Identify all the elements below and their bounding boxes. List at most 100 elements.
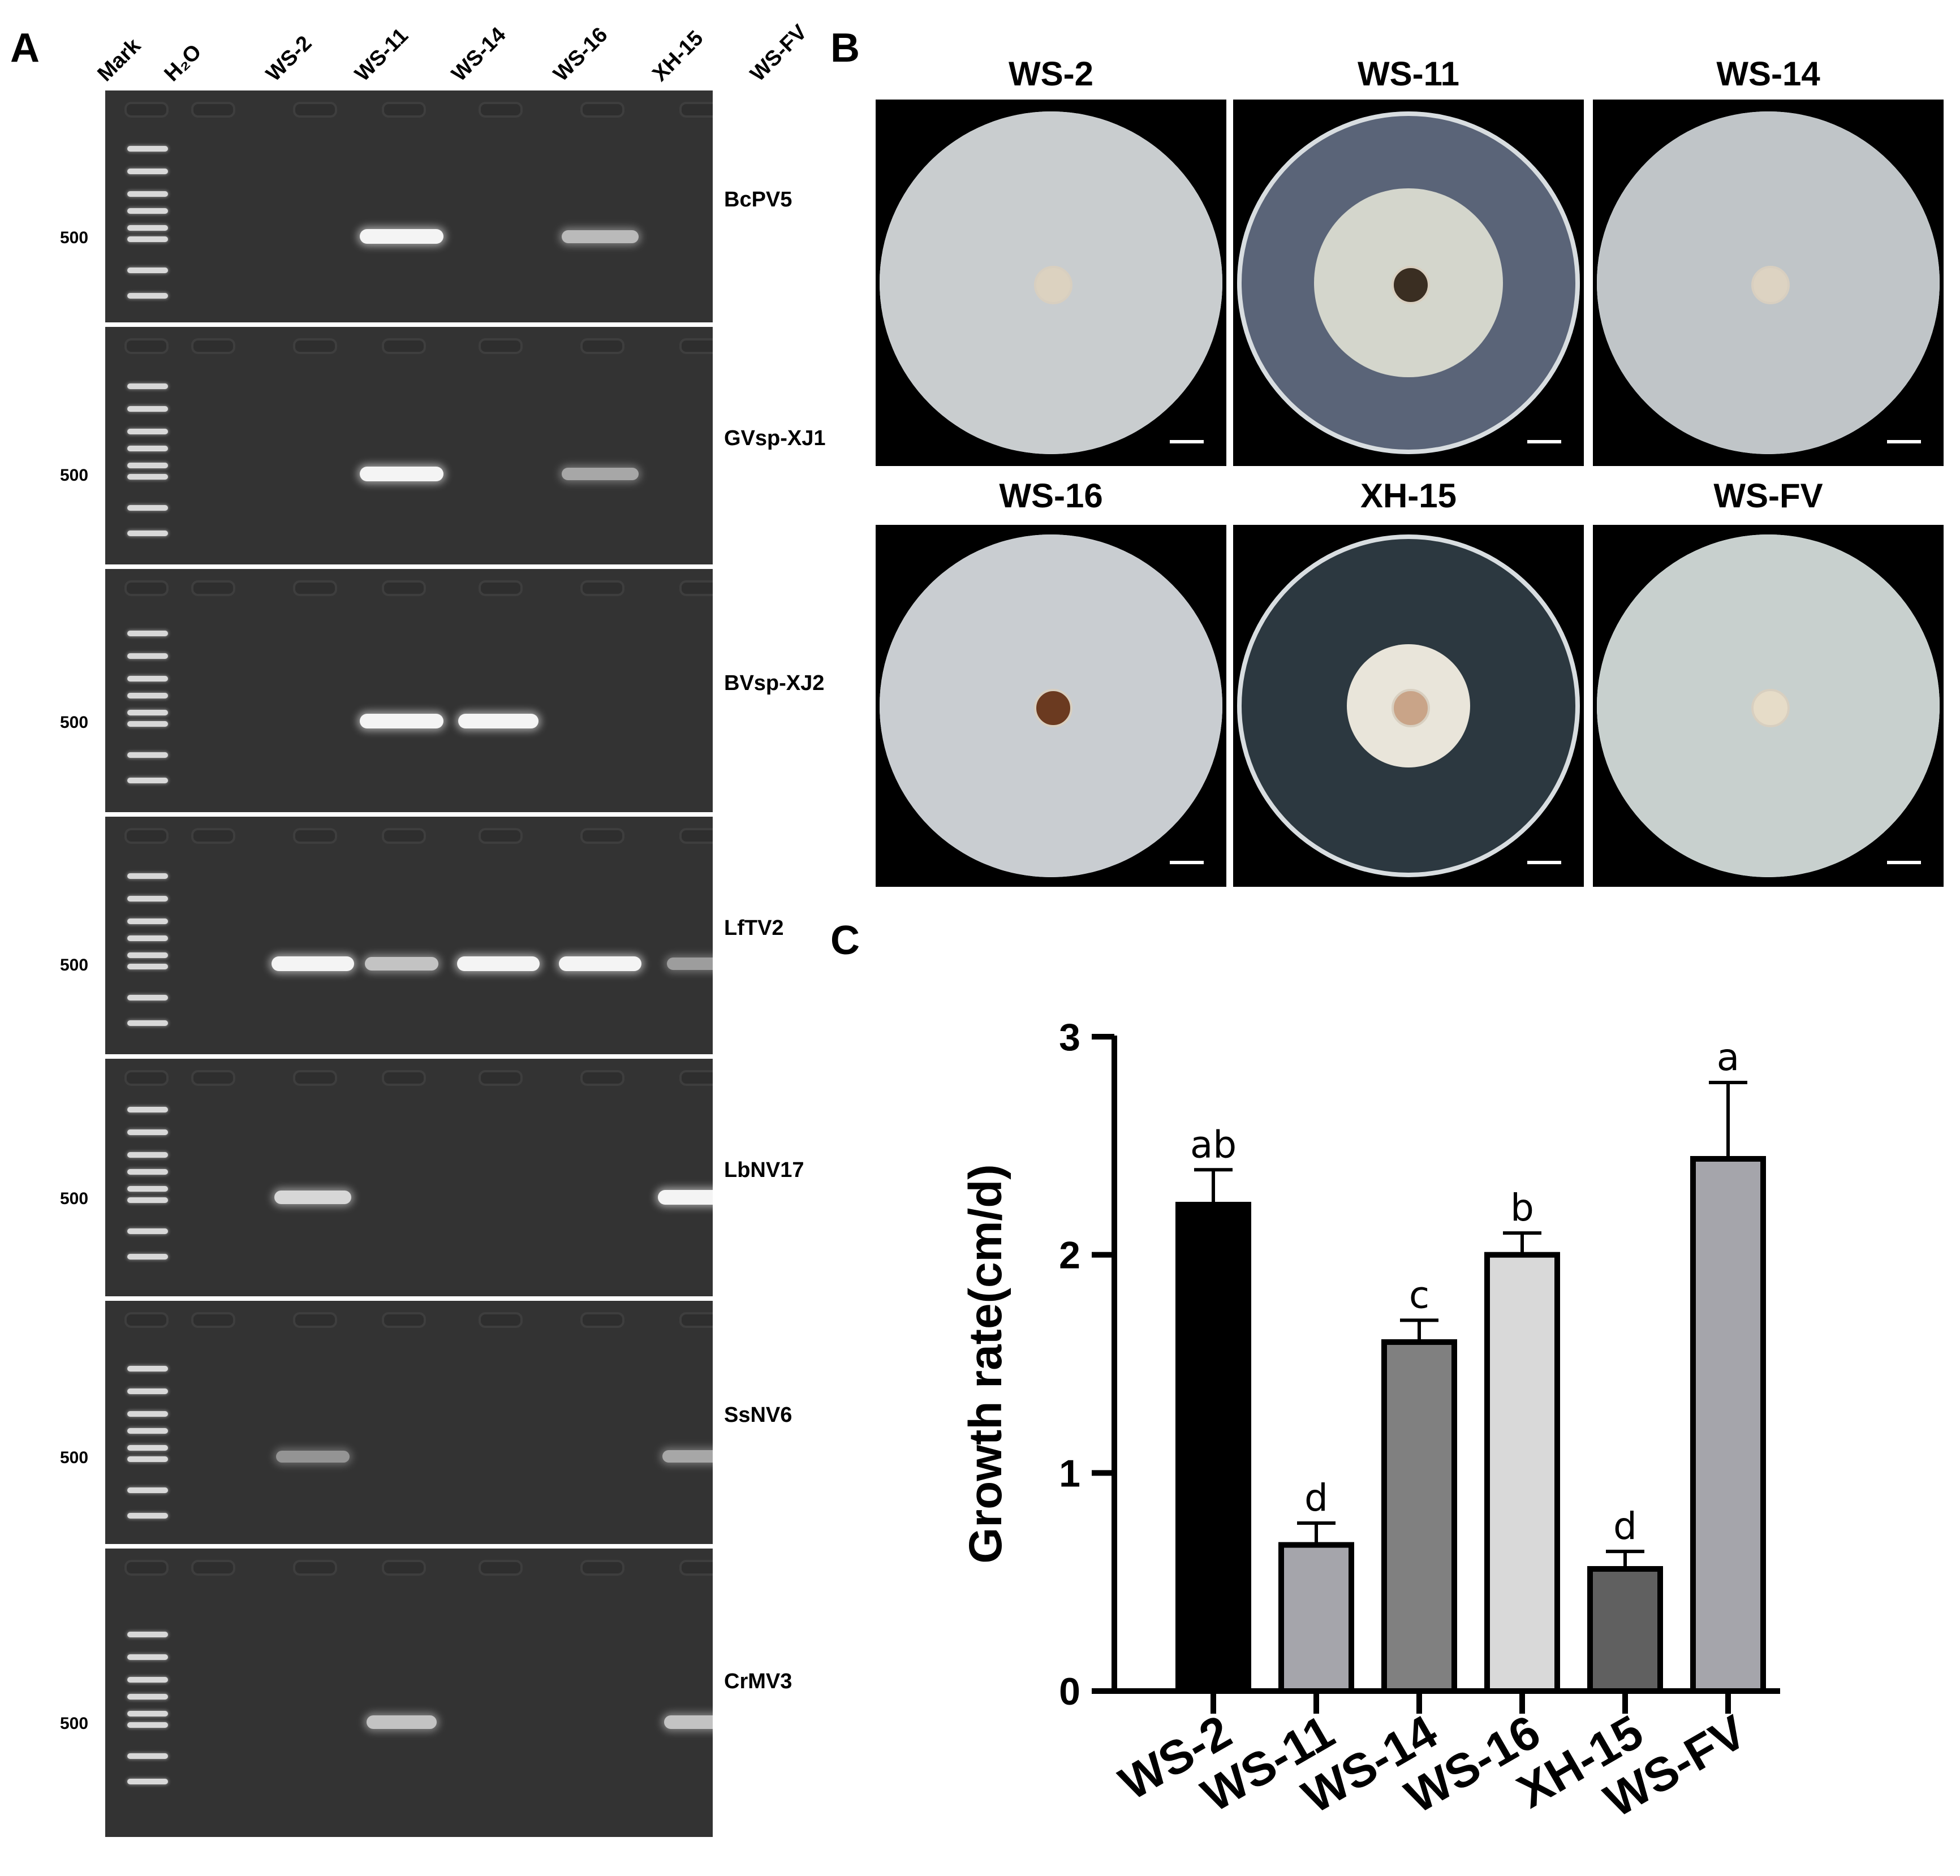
gel-strip	[105, 569, 713, 812]
ladder-band	[127, 1366, 168, 1372]
bar	[1690, 1155, 1766, 1694]
virus-label: LbNV17	[724, 1158, 804, 1183]
gel-well	[124, 828, 169, 844]
ladder-band	[127, 721, 168, 727]
size-marker-label: 500	[60, 228, 89, 247]
virus-label: BVsp-XJ2	[724, 671, 825, 695]
scale-bar	[1887, 440, 1921, 443]
ladder-band	[127, 964, 168, 969]
gel-well	[679, 580, 713, 596]
ladder-band	[127, 1632, 168, 1637]
gel-well	[382, 1312, 426, 1328]
mycelial-plug	[1034, 689, 1072, 727]
gel-well	[293, 580, 337, 596]
virus-label: GVsp-XJ1	[724, 426, 826, 451]
ladder-band	[127, 1677, 168, 1683]
panel-b-letter: B	[830, 25, 860, 71]
gel-well	[580, 1070, 624, 1086]
pcr-band	[359, 714, 444, 728]
gel-well	[479, 102, 523, 118]
gel-strip	[105, 817, 713, 1054]
gel-well	[124, 102, 169, 118]
plate-image	[876, 100, 1226, 466]
ladder-band	[127, 1152, 168, 1158]
ladder-band	[127, 1197, 168, 1203]
panel-c-letter: C	[830, 918, 860, 963]
pcr-band	[667, 958, 713, 970]
significance-letter: d	[1304, 1476, 1328, 1520]
gel-well	[679, 828, 713, 844]
ladder-band	[127, 995, 168, 1000]
ladder-band	[127, 631, 168, 636]
gel-well	[580, 828, 624, 844]
gel-well	[191, 828, 235, 844]
plate-title: WS-FV	[1713, 477, 1823, 515]
gel-well	[124, 580, 169, 596]
ladder-band	[127, 873, 168, 879]
lane-label: WS-16	[549, 23, 613, 87]
ladder-band	[127, 653, 168, 659]
virus-label: BcPV5	[724, 188, 792, 212]
lane-label: WS-2	[261, 31, 317, 87]
ladder-band	[127, 446, 168, 451]
pcr-band	[359, 467, 444, 481]
ladder-band	[127, 1654, 168, 1660]
gel-strip	[105, 90, 713, 322]
lane-label: WS-14	[447, 23, 511, 87]
ladder-band	[127, 752, 168, 758]
gel-strip	[105, 327, 713, 564]
lane-label: H₂O	[160, 40, 206, 87]
ladder-band	[127, 1487, 168, 1493]
pcr-band	[276, 1450, 350, 1463]
ladder-band	[127, 935, 168, 941]
gel-well	[382, 1070, 426, 1086]
y-tick-label: 3	[1059, 1016, 1080, 1059]
gel-well	[580, 1560, 624, 1576]
gel-well	[191, 1070, 235, 1086]
significance-letter: b	[1510, 1186, 1534, 1230]
gel-well	[382, 828, 426, 844]
y-tick-label: 1	[1059, 1452, 1080, 1495]
ladder-band	[127, 693, 168, 698]
ladder-band	[127, 474, 168, 480]
gel-well	[124, 1560, 169, 1576]
gel-strip	[105, 1301, 713, 1544]
size-marker-label: 500	[60, 713, 89, 732]
gel-well	[191, 580, 235, 596]
y-axis-label: Growth rate(cm/d)	[960, 1164, 1011, 1563]
gel-well	[382, 1560, 426, 1576]
y-tick-label: 0	[1059, 1670, 1080, 1713]
gel-well	[479, 1312, 523, 1328]
ladder-band	[127, 896, 168, 902]
ladder-band	[127, 1169, 168, 1175]
size-marker-label: 500	[60, 1448, 89, 1467]
ladder-band	[127, 1428, 168, 1434]
ladder-band	[127, 1722, 168, 1728]
plate-title: XH-15	[1360, 477, 1457, 515]
gel-well	[382, 102, 426, 118]
ladder-band	[127, 383, 168, 389]
pcr-band	[562, 230, 639, 243]
pcr-band	[664, 1715, 713, 1729]
ladder-band	[127, 1711, 168, 1717]
ladder-band	[127, 710, 168, 715]
pcr-band	[367, 1715, 437, 1729]
ladder-band	[127, 1779, 168, 1784]
lane-label: Mark	[93, 33, 146, 87]
ladder-band	[127, 1388, 168, 1394]
plate-title: WS-14	[1716, 55, 1820, 93]
ladder-band	[127, 676, 168, 682]
pcr-band	[272, 956, 354, 971]
ladder-band	[127, 505, 168, 511]
gel-well	[382, 338, 426, 354]
significance-letter: a	[1717, 1036, 1739, 1079]
plate-title: WS-16	[999, 477, 1103, 515]
ladder-band	[127, 1020, 168, 1026]
significance-letter: ab	[1190, 1123, 1237, 1166]
mycelial-plug	[1034, 266, 1072, 304]
pcr-band	[662, 1450, 713, 1463]
bar	[1175, 1201, 1251, 1694]
gel-well	[479, 828, 523, 844]
plate-image	[1233, 100, 1584, 466]
